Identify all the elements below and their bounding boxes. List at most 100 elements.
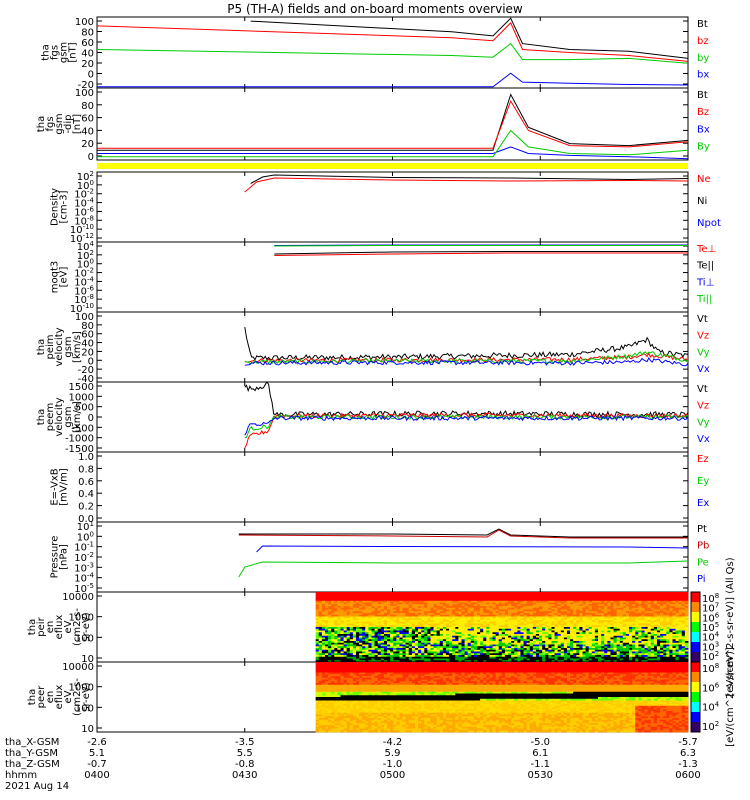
- spectrogram-cell: [374, 655, 379, 658]
- y-axis-label: en: [45, 621, 56, 634]
- spectrogram-cell: [390, 634, 394, 637]
- spectrogram-cell: [405, 634, 410, 637]
- spectrogram-cell: [383, 599, 388, 602]
- spectrogram-cell: [591, 599, 596, 602]
- spectrogram-cell: [514, 658, 518, 661]
- spectrogram-cell: [458, 595, 462, 598]
- spectrogram-cell: [650, 627, 655, 630]
- spectrogram-cell: [548, 656, 552, 659]
- spectrogram-cell: [653, 655, 658, 658]
- spectrogram-cell: [464, 621, 469, 624]
- spectrogram-cell: [321, 628, 326, 631]
- spectrogram-cell: [328, 607, 332, 610]
- spectrogram-cell: [402, 625, 407, 628]
- spectrogram-cell: [445, 616, 450, 619]
- spectrogram-cell: [396, 593, 400, 596]
- spectrogram-cell: [604, 625, 608, 628]
- spectrogram-cell: [629, 616, 633, 619]
- spectrogram-cell: [644, 607, 649, 610]
- spectrogram-cell: [480, 635, 484, 638]
- spectrogram-cell: [638, 621, 642, 624]
- spectrogram-cell: [625, 658, 630, 661]
- spectrogram-cell: [489, 656, 493, 659]
- spectrogram-cell: [607, 630, 611, 633]
- spectrogram-cell: [458, 625, 462, 628]
- spectrogram-cell: [349, 658, 354, 661]
- spectrogram-cell: [629, 625, 633, 628]
- spectrogram-cell: [477, 637, 481, 640]
- spectrogram-cell: [377, 660, 382, 663]
- spectrogram-cell: [421, 651, 425, 654]
- spectrogram-cell: [579, 651, 583, 654]
- spectrogram-cell: [414, 595, 419, 598]
- spectrogram-cell: [365, 614, 369, 617]
- spectrogram-cell: [470, 616, 475, 619]
- spectrogram-cell: [508, 592, 512, 595]
- spectrogram-cell: [644, 634, 649, 637]
- spectrogram-cell: [414, 627, 419, 630]
- spectrogram-cell: [622, 630, 627, 633]
- spectrogram-cell: [523, 614, 528, 617]
- spectrogram-cell: [411, 642, 416, 645]
- spectrogram-cell: [368, 599, 372, 602]
- spectrogram-cell: [371, 634, 376, 637]
- spectrogram-cell: [520, 597, 524, 600]
- spectrogram-cell: [504, 646, 509, 649]
- spectrogram-cell: [418, 648, 422, 651]
- spectrogram-cell: [458, 660, 462, 663]
- spectrogram-cell: [321, 621, 326, 624]
- spectrogram-cell: [579, 602, 583, 605]
- spectrogram-cell: [349, 648, 354, 651]
- spectrogram-cell: [473, 593, 478, 596]
- spectrogram-cell: [383, 635, 388, 638]
- spectrogram-cell: [371, 602, 376, 605]
- spectrogram-cell: [563, 651, 568, 654]
- spectrogram-cell: [638, 656, 642, 659]
- spectrogram-cell: [362, 635, 366, 638]
- spectrogram-cell: [625, 642, 630, 645]
- y-tick-label: -20: [78, 80, 94, 91]
- spectrogram-cell: [498, 655, 503, 658]
- spectrogram-cell: [337, 604, 341, 607]
- spectrogram-cell: [607, 606, 611, 609]
- spectrogram-cell: [607, 609, 611, 612]
- spectrogram-cell: [514, 623, 518, 626]
- spectrogram-cell: [625, 660, 630, 663]
- spectrogram-cell: [383, 597, 388, 600]
- spectrogram-cell: [483, 658, 487, 661]
- spectrogram-cell: [318, 616, 323, 619]
- spectrogram-cell: [318, 620, 323, 623]
- spectrogram-cell: [545, 600, 549, 603]
- spectrogram-cell: [551, 611, 555, 614]
- spectrogram-cell: [442, 621, 447, 624]
- spectrogram-cell: [566, 637, 571, 640]
- spectrogram-cell: [362, 592, 366, 595]
- spectrogram-cell: [588, 609, 593, 612]
- spectrogram-cell: [650, 648, 655, 651]
- spectrogram-cell: [641, 604, 645, 607]
- spectrogram-cell: [647, 614, 652, 617]
- spectrogram-cell: [334, 635, 338, 638]
- spectrogram-cell: [365, 620, 369, 623]
- spectrogram-cell: [619, 642, 624, 645]
- spectrogram-cell: [458, 592, 462, 595]
- spectrogram-cell: [508, 604, 512, 607]
- spectrogram-cell: [563, 597, 568, 600]
- spectrogram-cell: [455, 597, 459, 600]
- spectrogram-cell: [492, 611, 497, 614]
- spectrogram-cell: [467, 609, 472, 612]
- spectrogram-cell: [473, 606, 478, 609]
- spectrogram-cell: [405, 655, 410, 658]
- spectrogram-cell: [526, 660, 531, 663]
- spectrogram-cell: [570, 616, 574, 619]
- spectrogram-cell: [489, 607, 493, 610]
- spectrogram-cell: [576, 660, 580, 663]
- spectrogram-cell: [356, 628, 360, 631]
- spectrogram-cell: [356, 648, 360, 651]
- spectrogram-cell: [452, 614, 456, 617]
- spectrogram-cell: [387, 606, 391, 609]
- spectrogram-cell: [607, 646, 611, 649]
- spectrogram-cell: [340, 602, 344, 605]
- spectrogram-cell: [566, 620, 571, 623]
- spectrogram-cell: [483, 597, 487, 600]
